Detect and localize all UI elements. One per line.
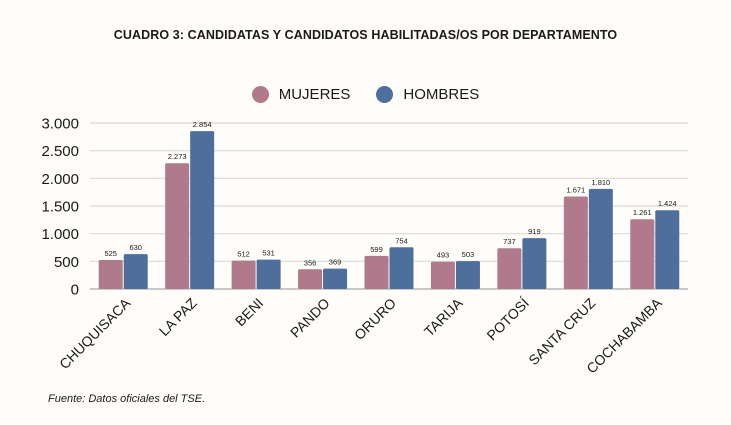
legend-swatch-hombres xyxy=(376,86,394,103)
y-tick-label: 500 xyxy=(54,254,79,271)
data-label: 525 xyxy=(104,249,117,258)
x-tick-label: CHUQUISACA xyxy=(56,294,134,372)
data-label: 2.854 xyxy=(193,120,212,129)
legend-swatch-mujeres xyxy=(251,86,269,103)
x-tick-label: TARIJA xyxy=(421,294,466,339)
bar-mujeres xyxy=(497,248,522,289)
x-tick-label: LA PAZ xyxy=(156,294,200,338)
x-tick-label: ORURO xyxy=(351,295,399,343)
y-tick-label: 0 xyxy=(71,282,79,299)
legend-item-hombres: HOMBRES xyxy=(376,86,479,103)
data-label: 493 xyxy=(437,251,450,260)
source-note: Fuente: Datos oficiales del TSE. xyxy=(48,393,206,405)
bar-hombres xyxy=(123,254,148,289)
bar-mujeres xyxy=(98,259,123,289)
bar-hombres xyxy=(655,210,680,289)
data-label: 1.671 xyxy=(566,186,585,195)
x-tick-label: BENI xyxy=(232,295,266,329)
data-label: 737 xyxy=(503,237,516,246)
bar-mujeres xyxy=(231,260,256,289)
data-label: 599 xyxy=(370,245,383,254)
data-label: 630 xyxy=(129,243,142,252)
bar-hombres xyxy=(256,259,281,289)
bar-hombres xyxy=(588,188,613,289)
legend: MUJERES HOMBRES xyxy=(0,86,731,103)
data-label: 919 xyxy=(528,227,541,236)
data-label: 754 xyxy=(395,236,408,245)
bar-hombres xyxy=(323,268,348,289)
bar-hombres xyxy=(389,247,414,289)
x-tick-label: SANTA CRUZ xyxy=(525,294,599,368)
y-tick-label: 1.000 xyxy=(41,226,79,243)
data-label: 1.424 xyxy=(658,199,677,208)
bar-hombres xyxy=(522,238,547,289)
bar-mujeres xyxy=(165,163,190,289)
bar-hombres xyxy=(190,131,215,289)
bar-hombres xyxy=(455,261,480,289)
data-label: 356 xyxy=(304,258,317,267)
legend-item-mujeres: MUJERES xyxy=(251,86,351,103)
data-label: 503 xyxy=(462,250,475,259)
data-label: 512 xyxy=(237,250,250,259)
chart-title: CUADRO 3: CANDIDATAS Y CANDIDATOS HABILI… xyxy=(113,28,618,42)
data-label: 1.810 xyxy=(591,178,610,187)
bar-mujeres xyxy=(364,255,389,289)
bar-mujeres xyxy=(298,269,323,289)
bar-mujeres xyxy=(630,219,655,289)
x-tick-label: PANDO xyxy=(287,295,333,341)
legend-label-hombres: HOMBRES xyxy=(403,86,480,103)
data-label: 369 xyxy=(329,258,342,267)
y-tick-label: 2.000 xyxy=(41,171,79,188)
y-tick-label: 2.500 xyxy=(41,143,79,160)
data-label: 2.273 xyxy=(168,152,187,161)
bar-mujeres xyxy=(563,196,588,289)
x-tick-label: POTOSÍ xyxy=(483,295,532,344)
y-tick-label: 3.000 xyxy=(41,116,79,133)
data-label: 531 xyxy=(262,249,275,258)
y-tick-label: 1.500 xyxy=(41,199,79,216)
data-label: 1.261 xyxy=(633,208,652,217)
bar-mujeres xyxy=(430,261,455,289)
legend-label-mujeres: MUJERES xyxy=(278,86,351,103)
